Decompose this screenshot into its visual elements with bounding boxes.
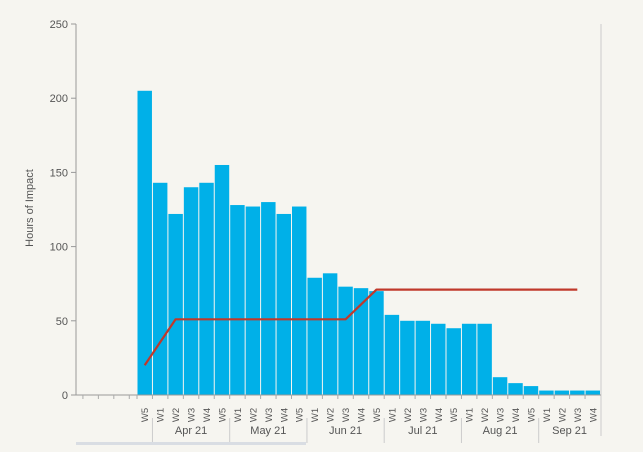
bar bbox=[338, 286, 353, 395]
bar bbox=[353, 288, 369, 395]
x-week-label: W3 bbox=[418, 408, 429, 422]
x-month-label: Sep 21 bbox=[552, 425, 587, 437]
x-week-label: W1 bbox=[310, 408, 321, 422]
x-week-label: W1 bbox=[233, 408, 244, 422]
x-week-label: W3 bbox=[573, 408, 584, 422]
x-week-label: W2 bbox=[326, 408, 337, 422]
bar bbox=[400, 320, 415, 395]
x-month-label: Jun 21 bbox=[329, 425, 362, 437]
bar bbox=[384, 314, 400, 395]
x-week-label: W2 bbox=[480, 408, 491, 422]
bar bbox=[554, 390, 570, 395]
x-month-label: Jul 21 bbox=[408, 425, 437, 437]
x-week-label: W5 bbox=[372, 408, 383, 422]
x-week-label: W1 bbox=[542, 408, 553, 422]
series-line bbox=[143, 288, 578, 366]
x-week-label: W3 bbox=[187, 408, 198, 422]
bar bbox=[245, 206, 261, 395]
x-week-label: W4 bbox=[434, 408, 445, 422]
x-week-label: W2 bbox=[171, 408, 182, 422]
x-month-label: May 21 bbox=[250, 425, 286, 437]
x-week-label: W1 bbox=[156, 408, 167, 422]
x-week-label: W5 bbox=[140, 408, 151, 422]
bar bbox=[230, 205, 245, 395]
x-week-label: W5 bbox=[217, 408, 228, 422]
y-tick-label: 150 bbox=[50, 167, 68, 179]
bar bbox=[446, 328, 461, 395]
x-week-label: W5 bbox=[295, 408, 306, 422]
x-month-label: Aug 21 bbox=[483, 425, 518, 437]
x-week-label: W5 bbox=[526, 408, 537, 422]
x-week-label: W2 bbox=[248, 408, 259, 422]
bar bbox=[214, 164, 230, 395]
x-week-label: W3 bbox=[496, 408, 507, 422]
bar bbox=[523, 386, 539, 395]
bar bbox=[431, 323, 446, 395]
y-tick-label: 250 bbox=[50, 19, 68, 31]
x-week-label: W4 bbox=[588, 408, 599, 422]
x-week-label: W5 bbox=[449, 408, 460, 422]
bar bbox=[322, 273, 338, 395]
bar bbox=[477, 323, 492, 395]
x-week-label: W4 bbox=[511, 408, 522, 422]
bar bbox=[461, 323, 477, 395]
bar bbox=[539, 390, 554, 395]
bar bbox=[261, 202, 276, 395]
bar bbox=[276, 213, 291, 395]
bar bbox=[137, 90, 152, 395]
bar bbox=[415, 320, 431, 395]
bar bbox=[570, 390, 585, 395]
y-tick-label: 200 bbox=[50, 93, 68, 105]
bar bbox=[508, 383, 523, 395]
y-axis-label: Hours of Impact bbox=[24, 169, 36, 247]
y-tick-label: 0 bbox=[62, 390, 68, 402]
x-week-label: W4 bbox=[357, 408, 368, 422]
x-week-label: W2 bbox=[403, 408, 414, 422]
y-tick-label: 100 bbox=[50, 242, 68, 254]
x-week-label: W3 bbox=[264, 408, 275, 422]
x-week-label: W4 bbox=[279, 408, 290, 422]
x-week-label: W3 bbox=[341, 408, 352, 422]
y-tick-label: 50 bbox=[56, 316, 68, 328]
bar bbox=[199, 182, 214, 395]
x-week-label: W1 bbox=[387, 408, 398, 422]
bar bbox=[307, 277, 322, 395]
bar bbox=[292, 206, 307, 395]
x-week-label: W4 bbox=[202, 408, 213, 422]
x-week-label: W1 bbox=[465, 408, 476, 422]
bar bbox=[168, 213, 183, 395]
x-week-label: W2 bbox=[557, 408, 568, 422]
bar bbox=[183, 187, 199, 395]
x-month-label: Apr 21 bbox=[175, 425, 207, 437]
bar bbox=[369, 291, 384, 395]
bar bbox=[492, 377, 508, 395]
horizontal-scrollbar bbox=[76, 442, 306, 445]
bar bbox=[585, 390, 600, 395]
bar bbox=[152, 182, 168, 395]
